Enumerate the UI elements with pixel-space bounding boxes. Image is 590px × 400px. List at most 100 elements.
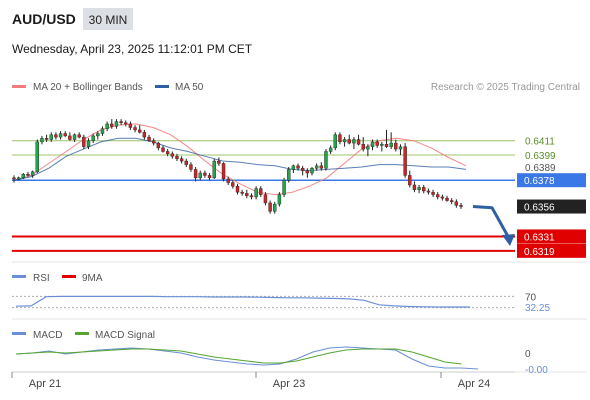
candle [310, 167, 314, 176]
candle-body [35, 141, 39, 173]
candle [240, 189, 244, 196]
candle-body [445, 197, 449, 201]
candle-body [259, 188, 263, 195]
candle-body [165, 151, 170, 155]
candle [375, 139, 379, 148]
candle [305, 168, 310, 178]
candle-body [375, 141, 379, 146]
candle [273, 201, 277, 214]
candle-body [58, 133, 63, 138]
candle [440, 194, 445, 201]
candle-body [221, 163, 226, 180]
candle [259, 186, 263, 197]
candle-body [198, 172, 202, 179]
candle-body [16, 177, 21, 180]
candle-body [263, 194, 268, 204]
candle-body [338, 134, 342, 143]
forecast-arrowhead [502, 234, 515, 247]
candle-body [100, 128, 105, 134]
candle [156, 141, 161, 151]
candle [96, 131, 100, 140]
candle [72, 133, 77, 142]
candle-body [30, 171, 35, 176]
candle [296, 163, 300, 171]
candle-body [147, 136, 151, 141]
candle [105, 121, 109, 132]
candle [328, 145, 333, 154]
candle [44, 134, 49, 142]
candle [165, 149, 170, 157]
candle [370, 139, 375, 151]
candle-body [370, 141, 375, 147]
candle [314, 163, 319, 171]
candle-body [366, 146, 370, 150]
candle [12, 175, 16, 183]
candle-body [352, 139, 356, 144]
support-label-box [517, 243, 586, 258]
candle-body [72, 134, 77, 140]
candle [333, 132, 337, 151]
ma50-legend-swatch [155, 85, 169, 88]
candle [207, 173, 212, 181]
candle [263, 192, 268, 206]
candle [384, 129, 389, 148]
rsi-legend-swatch [12, 275, 26, 278]
candle [133, 125, 137, 133]
candle-body [440, 196, 445, 199]
candle [300, 165, 305, 176]
candle-body [217, 160, 221, 164]
candle [203, 170, 207, 178]
candle-body [114, 121, 119, 127]
candle-body [77, 134, 81, 138]
candle-body [431, 191, 435, 195]
last-price-box [517, 199, 586, 214]
candle-body [310, 168, 314, 174]
ma20-legend-swatch [12, 85, 26, 88]
candle-body [203, 172, 207, 176]
ma20-line [13, 123, 467, 196]
candle [184, 158, 188, 168]
pivot-label-box [517, 173, 586, 188]
candle-body [86, 140, 91, 147]
candle [110, 119, 114, 129]
candle-body [240, 191, 244, 194]
candle [431, 189, 435, 197]
candle [408, 170, 412, 188]
candle-body [333, 134, 337, 149]
candle-body [207, 175, 212, 179]
candle [436, 192, 440, 200]
candle-body [249, 195, 254, 198]
candle [282, 177, 286, 197]
last-price-label: 0.6356 [524, 203, 555, 214]
macd-panel: MACD MACD Signal 0 -0.00 [12, 330, 587, 376]
candle [454, 199, 459, 208]
candle [366, 144, 370, 157]
candle-body [189, 164, 193, 170]
credit-label: Research © 2025 Trading Central [431, 82, 580, 93]
candle-body [231, 182, 235, 187]
candle [287, 167, 291, 183]
candle-body [12, 177, 16, 180]
candle-body [454, 201, 459, 206]
candle [170, 151, 175, 159]
candle [91, 133, 95, 144]
macd-signal-legend-swatch [75, 332, 89, 335]
candle [86, 138, 91, 150]
candle [212, 158, 216, 179]
timeframe-label: 30 MIN [89, 13, 128, 27]
candle [394, 139, 398, 152]
candle [449, 198, 454, 205]
macd-legend-label: MACD [33, 330, 62, 341]
x-axis-tick-label: Apr 23 [273, 378, 305, 390]
candle [249, 193, 254, 200]
candle [403, 143, 407, 178]
candle-body [49, 134, 53, 140]
candle-body [319, 165, 324, 169]
candle-body [124, 122, 128, 125]
candle [398, 144, 403, 156]
candle-body [342, 139, 347, 143]
candle [245, 189, 249, 199]
candle [77, 132, 81, 139]
